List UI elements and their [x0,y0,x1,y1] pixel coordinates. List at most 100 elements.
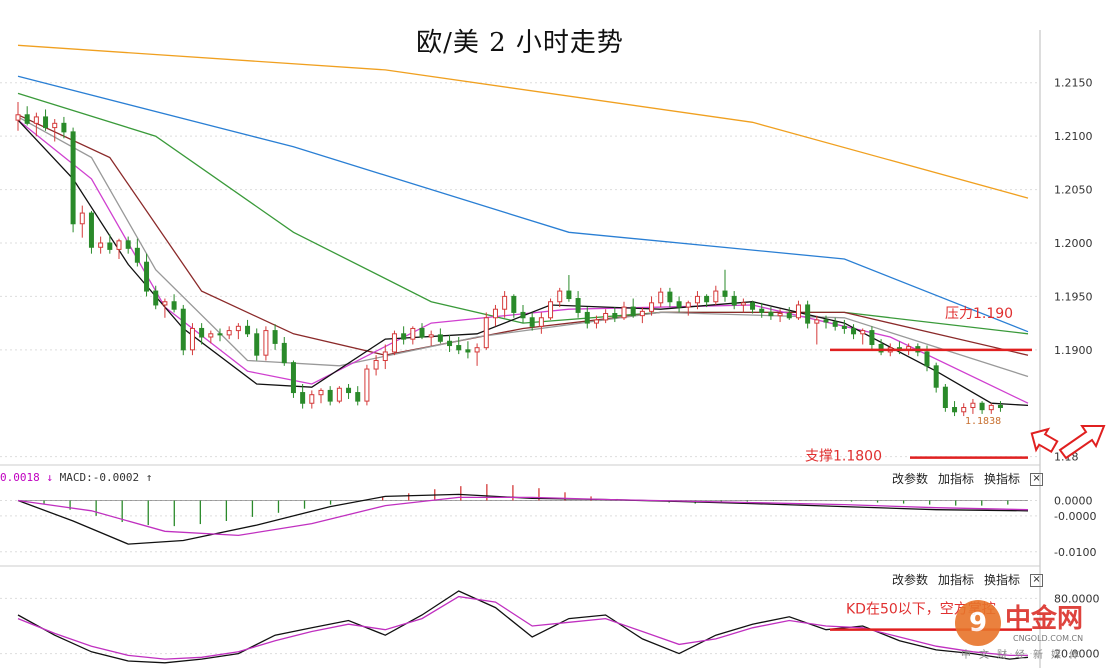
candle-body [492,308,498,319]
candle-body [107,242,113,250]
macd-tick-label: -0.0100 [1054,546,1096,559]
candle-body [970,402,976,409]
candle-body [750,302,756,310]
candle [410,326,416,345]
candle-body [382,351,388,362]
candle [98,236,104,254]
candle [33,112,39,137]
candle-body [245,325,251,335]
candle [538,312,544,334]
add-indicator-button[interactable]: 加指标 [938,472,975,486]
candle-body [272,330,278,344]
moving-average-line [17,92,1029,335]
moving-average-line [17,119,1029,404]
candle [217,328,223,342]
candle-body [676,301,682,308]
grid-lines [0,82,1040,458]
candle-body [511,295,517,313]
candle [290,360,296,398]
candle [336,386,342,404]
y-tick-label: 1.2100 [1054,130,1093,143]
resistance-label: 压力1.190 [945,306,1013,322]
candle [43,109,49,131]
candle-body [180,308,186,351]
candle-body [153,290,159,306]
add-indicator-button[interactable]: 加指标 [938,573,975,587]
macd-legend: 0.0018 ↓ MACD:-0.0002 ↑ [0,471,152,484]
candle-body [199,327,205,338]
candle [346,384,352,399]
candle [667,287,673,308]
chart-title: 欧/美 2 小时走势 [416,28,624,58]
candle-body [713,290,719,303]
candle-body [125,240,131,249]
candle-body [33,116,39,124]
candle-body [685,302,691,308]
candle [768,307,774,320]
candle [814,315,820,345]
candle [851,324,857,340]
candle [621,301,627,320]
candle [593,315,599,329]
y-tick-label: 1.1900 [1054,344,1093,357]
candle [759,302,765,318]
candle [153,285,159,310]
candle-body [777,312,783,317]
candle-body [667,291,673,303]
candle [24,106,30,126]
candle-body [318,389,324,396]
switch-indicator-button[interactable]: 换指标 [984,472,1021,486]
candle-body [786,312,792,319]
candle-body [557,290,563,303]
candle-body [575,298,581,313]
candle-body [474,347,480,353]
candle [88,210,94,254]
kd-tick-label: 80.0000 [1054,592,1100,605]
moving-average-line [17,44,1029,199]
candle-body [869,330,875,345]
edit-params-button[interactable]: 改参数 [892,573,929,587]
candle-body [621,306,627,319]
candle [933,362,939,393]
kd-tick-label: 20.0000 [1054,648,1100,661]
candle-body [235,325,241,332]
candle [134,238,140,267]
candle [649,296,655,316]
candle-body [805,304,811,324]
moving-average-lines [17,44,1029,407]
candle-body [447,340,453,347]
candle [603,309,609,324]
candle [520,304,526,324]
low-price-label: 1.1838 [965,416,1001,427]
logo-mark-icon: 9 [955,600,1001,646]
close-icon[interactable]: × [1030,473,1044,486]
candle [658,287,664,308]
candle-body [952,407,958,413]
candle-body [144,261,150,292]
candle-body [997,404,1003,409]
macd-tick-label: 0.0000 [1054,495,1093,508]
candle [245,319,251,338]
candle-body [171,301,177,310]
candle-body [658,291,664,304]
down-right-arrow-icon [1030,427,1059,454]
arrow-annotations [1030,425,1106,460]
candle [731,291,737,310]
switch-indicator-button[interactable]: 换指标 [984,573,1021,587]
close-icon[interactable]: × [1030,574,1044,587]
candle [511,294,517,318]
candle-body [162,301,168,306]
candle-body [942,386,948,409]
macd-panel: 0.0000 -0.0000 -0.0100 [0,484,1096,559]
candle [15,101,21,131]
candle [171,294,177,313]
candle [988,403,994,414]
candle-body [263,330,269,356]
edit-params-button[interactable]: 改参数 [892,472,929,486]
candle [750,300,756,314]
candle-body [704,295,710,303]
candle [548,298,554,320]
candle [465,341,471,359]
candle-body [612,312,618,319]
candle [685,300,691,316]
